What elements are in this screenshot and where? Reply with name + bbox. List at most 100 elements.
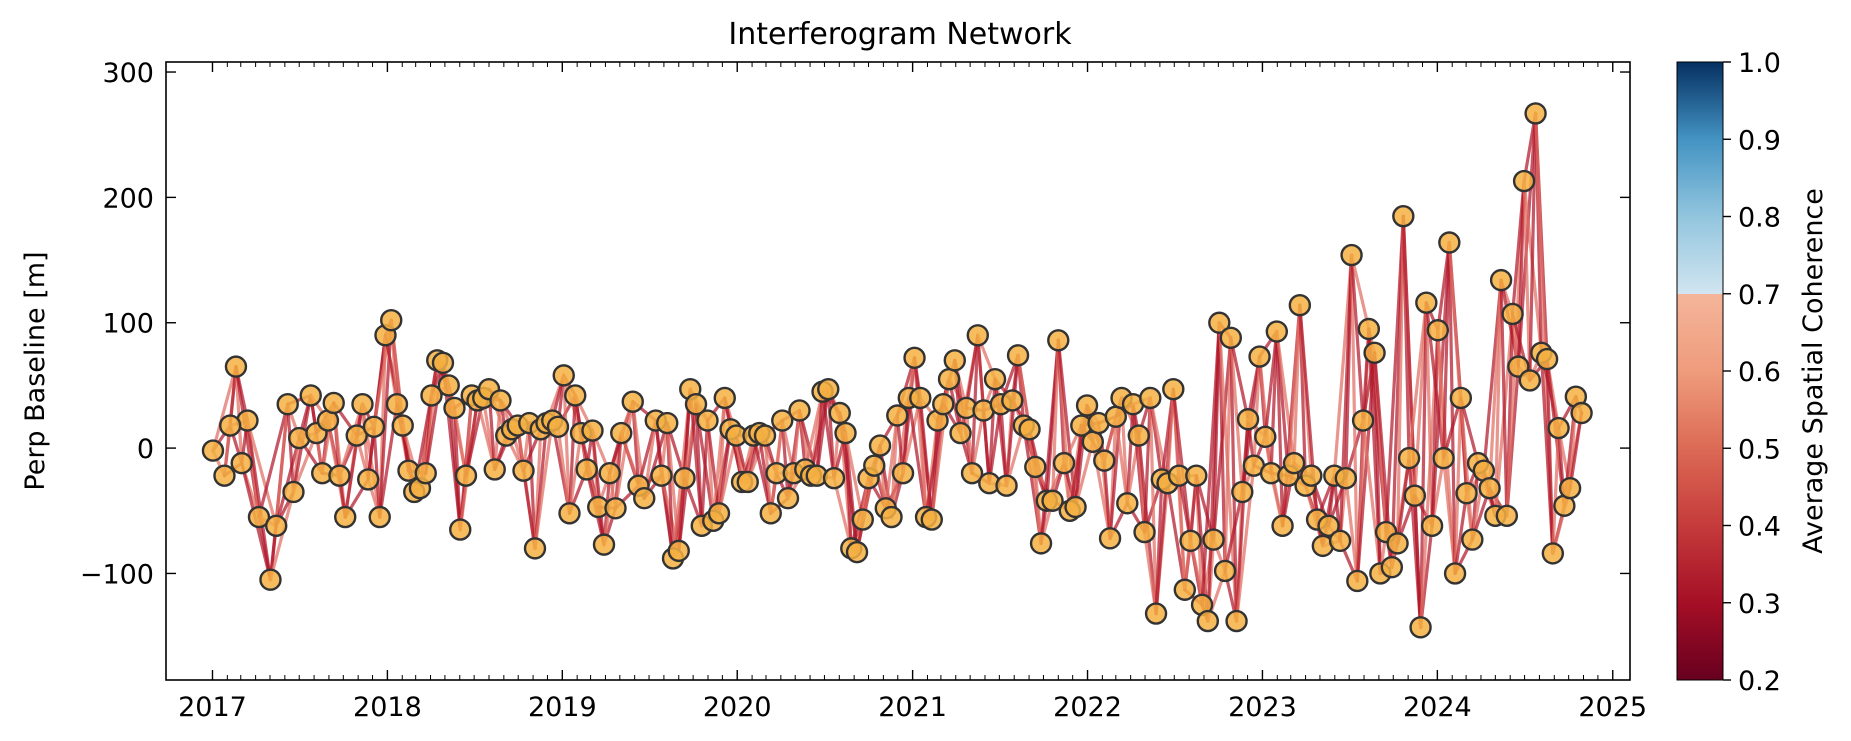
network-edge [274, 436, 301, 528]
network-edge [694, 402, 704, 528]
acquisition-point [512, 459, 535, 482]
acquisition-point [483, 458, 506, 481]
acquisition-point [1133, 520, 1156, 544]
acquisition-point [1075, 394, 1099, 417]
network-edge [1165, 387, 1175, 485]
network-edge [1499, 278, 1509, 518]
y-tick-label: 0 [137, 434, 154, 465]
acquisition-point [1006, 344, 1030, 367]
acquisition-point [863, 454, 886, 477]
acquisition-point [1179, 529, 1202, 553]
acquisition-point [1340, 243, 1363, 267]
acquisition-point [759, 502, 782, 525]
network-edge [1292, 303, 1302, 465]
interferogram-edges [211, 111, 1584, 629]
acquisition-point [937, 367, 961, 391]
acquisition-point [1104, 405, 1128, 428]
colorbar-tick-label: 0.3 [1738, 589, 1781, 620]
network-edge [567, 431, 583, 515]
acquisition-point [891, 461, 915, 485]
acquisition-point [1093, 449, 1116, 472]
network-edge [815, 387, 830, 478]
acquisition-point [1127, 424, 1151, 447]
network-edge [981, 408, 991, 485]
acquisition-point [909, 386, 932, 410]
acquisition-point [592, 533, 616, 556]
acquisition-point [1570, 401, 1593, 425]
network-edge [1177, 474, 1187, 592]
colorbar-tick-label: 0.9 [1738, 125, 1781, 156]
acquisition-point [1426, 319, 1450, 342]
colorbar-axis: 0.2 0.3 0.4 0.5 0.6 0.7 0.8 0.9 1.0 [1723, 48, 1781, 697]
acquisition-point [1351, 409, 1375, 432]
network-edge [1211, 321, 1221, 542]
acquisition-point [1029, 532, 1053, 555]
network-edge [1073, 440, 1095, 509]
acquisition-point [633, 487, 656, 510]
acquisition-point [1254, 425, 1277, 449]
acquisition-point [1357, 317, 1381, 341]
acquisition-point [259, 568, 282, 591]
network-edge [826, 387, 836, 480]
acquisition-point [707, 502, 731, 525]
acquisition-point [1438, 231, 1461, 254]
acquisition-point [230, 451, 253, 475]
colorbar-tick-label: 0.4 [1738, 512, 1781, 543]
x-axis: 2017 2018 2019 2020 2021 2022 2023 2024 2025 [178, 62, 1647, 723]
acquisition-point [753, 424, 777, 447]
network-edge [1522, 179, 1532, 383]
acquisition-point [345, 424, 368, 447]
acquisition-point [1173, 578, 1197, 601]
colorbar-tick-label: 0.2 [1738, 666, 1781, 697]
acquisition-point [920, 508, 943, 531]
acquisition-point [247, 505, 271, 529]
acquisition-point [328, 464, 351, 487]
acquisition-point [1282, 451, 1306, 475]
acquisition-point [610, 421, 633, 445]
acquisition-point [1432, 446, 1455, 470]
acquisition-point [1420, 514, 1444, 538]
colorbar-label: Average Spatial Coherence [1798, 188, 1829, 554]
network-edge [1395, 214, 1405, 545]
acquisition-point [943, 349, 966, 372]
network-edge [1453, 396, 1463, 576]
acquisition-point [1386, 532, 1409, 555]
acquisition-point [868, 434, 892, 457]
acquisition-point [1558, 477, 1582, 500]
acquisition-point [845, 540, 869, 564]
acquisition-point [886, 404, 909, 427]
network-edge [1493, 278, 1503, 518]
acquisition-point [1300, 464, 1323, 487]
y-tick-label: −100 [80, 559, 154, 590]
acquisition-point [454, 464, 478, 487]
acquisition-point [201, 439, 225, 462]
acquisition-point [684, 393, 708, 416]
acquisition-point [822, 466, 846, 490]
network-edge [1275, 329, 1285, 528]
network-edge [1165, 481, 1187, 592]
acquisition-point [696, 409, 719, 432]
acquisition-point [1271, 514, 1294, 538]
acquisition-point [713, 386, 736, 410]
network-edge [1447, 240, 1457, 576]
y-tick-label: 300 [102, 58, 154, 89]
x-tick-label: 2023 [1228, 692, 1297, 723]
x-tick-label: 2022 [1053, 692, 1122, 723]
network-edge [999, 402, 1009, 488]
colorbar-tick-label: 1.0 [1738, 48, 1781, 79]
acquisition-point [362, 415, 386, 438]
y-tick-label: 100 [102, 309, 154, 340]
acquisition-point [449, 518, 472, 541]
acquisition-point [673, 466, 696, 490]
acquisition-point [1185, 464, 1208, 487]
acquisition-point [932, 393, 955, 416]
network-edge [1269, 329, 1279, 475]
acquisition-point [575, 458, 598, 481]
acquisition-point [420, 384, 443, 407]
network-edge [1223, 336, 1233, 573]
network-edge [1395, 456, 1411, 545]
acquisition-point [1041, 489, 1064, 512]
network-edge [533, 418, 554, 550]
network-edge [1361, 418, 1382, 576]
acquisition-point [276, 393, 299, 416]
